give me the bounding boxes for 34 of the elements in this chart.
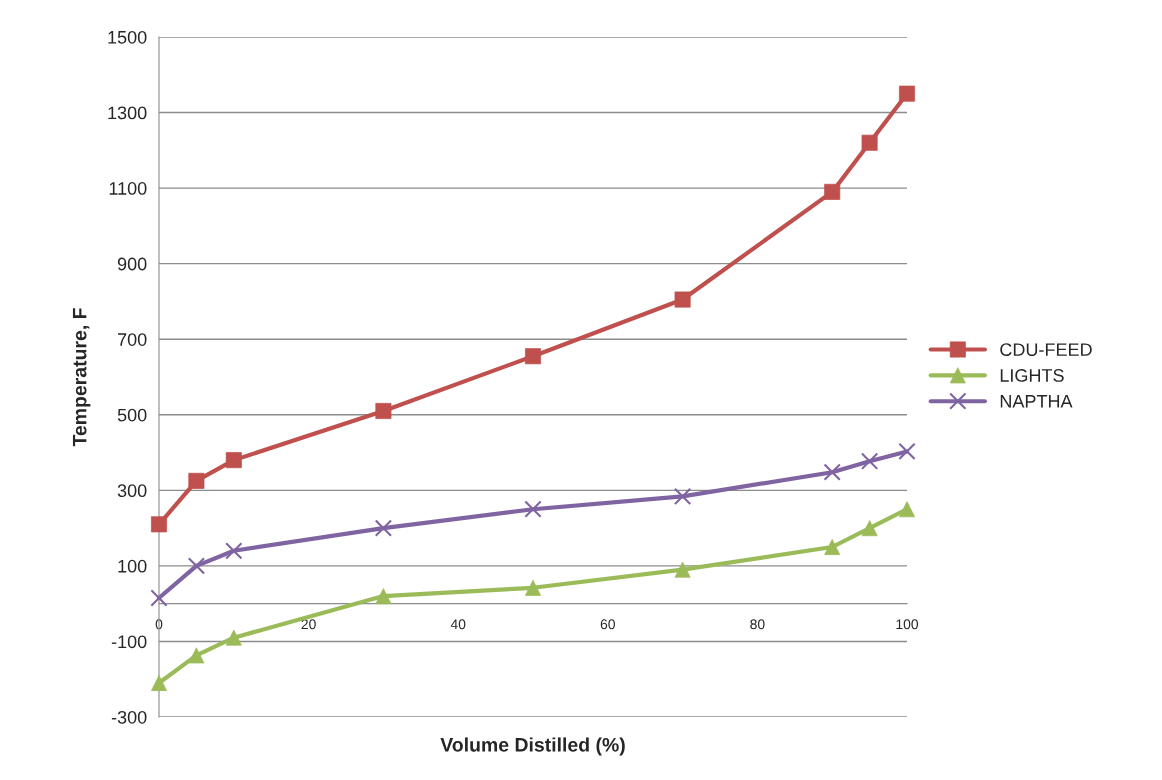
x-tick-label: 60 [600,619,615,630]
point [375,588,392,605]
point [374,519,393,537]
x-tick-label: 80 [750,619,765,630]
point [225,452,242,469]
point [525,348,541,365]
legend-label: LIGHTS [1000,369,1064,382]
legend-label: CDU-FEED [1000,343,1092,356]
point [225,542,243,560]
x-tick-label: 20 [301,619,316,630]
y-tick-label: 1500 [108,30,147,44]
y-tick-label: -300 [111,710,147,724]
point [860,452,879,470]
point [673,487,692,506]
y-tick-label: 300 [117,484,147,498]
y-tick-label: 500 [117,408,147,422]
y-axis-title: Temperature, F [72,308,91,447]
y-tick-label: 100 [118,559,147,573]
point [823,463,841,481]
x-tick-label: 40 [450,619,466,630]
x-tick-label: 100 [896,619,919,630]
y-tick-label: 900 [117,257,147,271]
point [898,442,916,461]
x-tick-label: 0 [155,619,163,630]
y-tick-label: 700 [118,333,147,346]
y-tick-label: 1300 [108,106,147,120]
point [150,589,168,607]
point [524,500,542,518]
point [187,557,206,575]
legend-label: NAPTHA [1000,395,1073,408]
y-tick-label: 1100 [109,182,147,195]
point [824,183,841,200]
x-axis-title: Volume Distilled (%) [440,737,625,756]
y-tick-label: -100 [111,635,147,649]
